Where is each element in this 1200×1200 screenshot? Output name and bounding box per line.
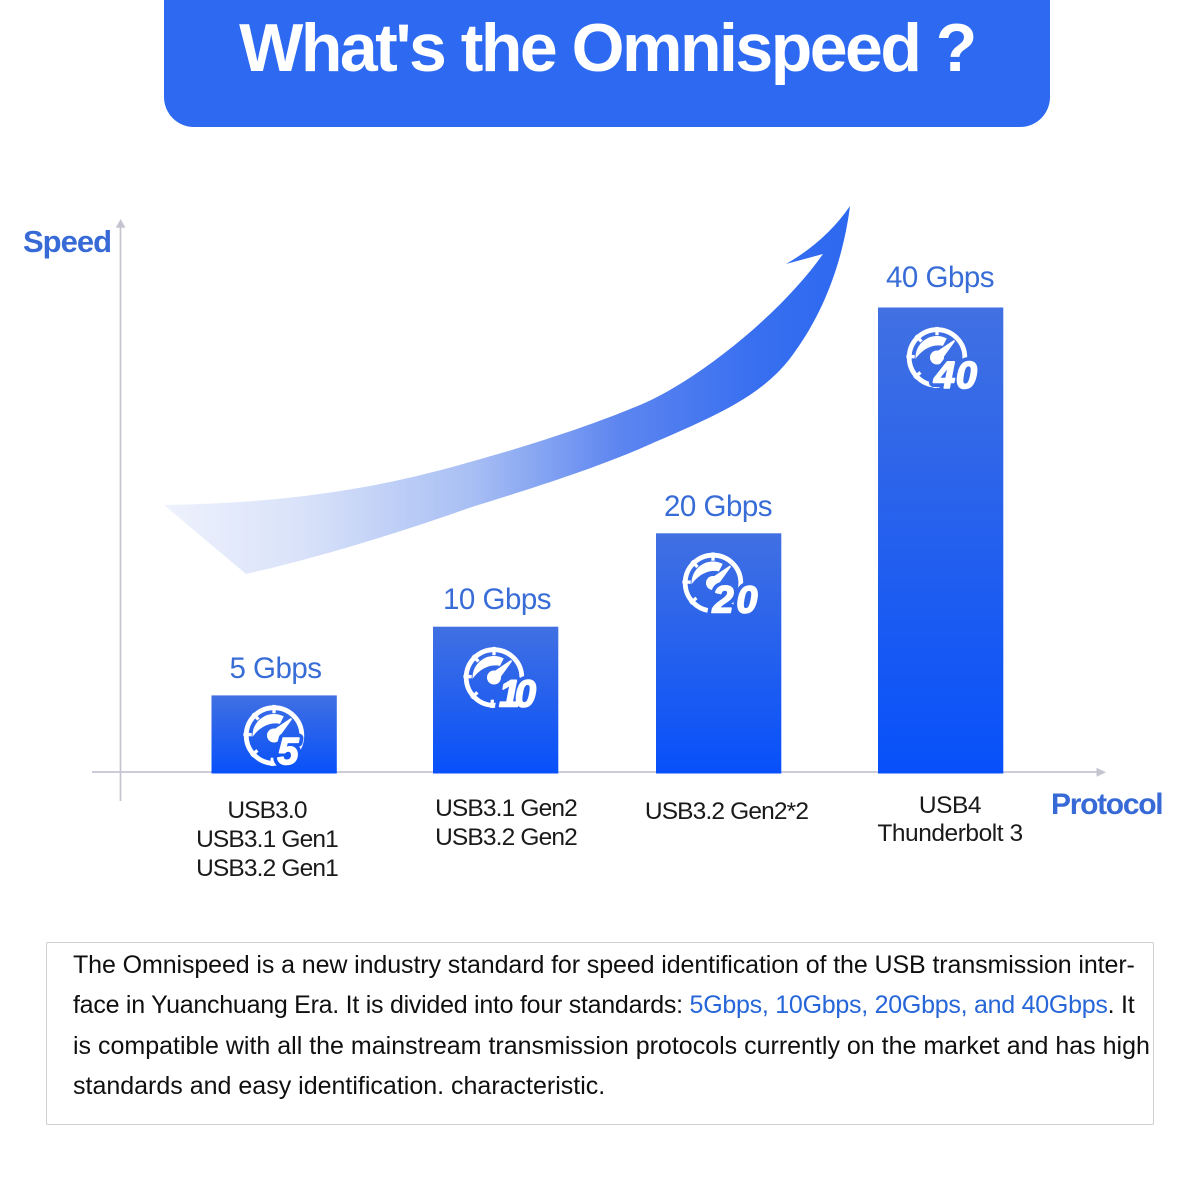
svg-text:40: 40 [933,355,977,397]
svg-text:5: 5 [277,731,299,773]
svg-text:40: 40 [933,355,977,397]
svg-text:10: 10 [499,674,536,716]
svg-text:10: 10 [499,674,536,716]
